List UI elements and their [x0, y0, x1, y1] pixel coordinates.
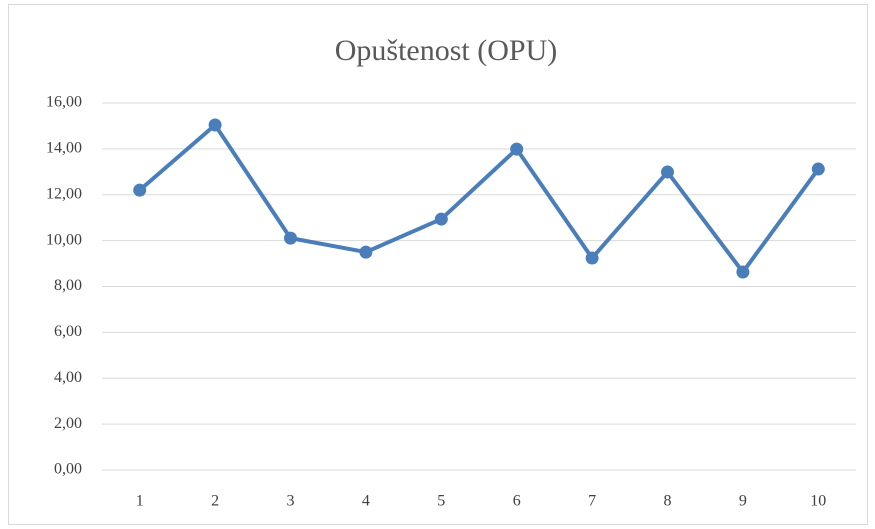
data-point — [434, 212, 448, 226]
data-point — [585, 251, 599, 265]
data-point — [811, 162, 825, 176]
x-tick-label: 2 — [211, 493, 219, 510]
data-point — [359, 245, 373, 259]
data-point — [133, 183, 147, 197]
x-tick-label: 6 — [513, 493, 521, 510]
y-tick-label: 0,00 — [54, 461, 82, 478]
y-tick-label: 6,00 — [54, 323, 82, 340]
chart-title: Opuštenost (OPU) — [335, 34, 558, 67]
y-tick-label: 4,00 — [54, 369, 82, 386]
data-point — [736, 265, 750, 279]
y-tick-label: 16,00 — [46, 94, 82, 111]
data-point — [510, 142, 524, 156]
x-tick-label: 5 — [437, 493, 445, 510]
data-point — [661, 165, 674, 179]
x-tick-label: 7 — [588, 493, 596, 510]
y-tick-label: 14,00 — [46, 140, 82, 157]
data-point — [284, 231, 297, 245]
y-tick-label: 8,00 — [54, 277, 82, 294]
y-tick-label: 12,00 — [46, 185, 82, 202]
x-tick-label: 3 — [287, 493, 295, 510]
series-line — [138, 123, 820, 275]
x-tick-label: 10 — [810, 493, 826, 510]
chart-border — [8, 4, 868, 525]
data-point — [208, 118, 222, 132]
x-tick-label: 8 — [664, 493, 672, 510]
y-tick-label: 2,00 — [54, 415, 82, 432]
x-tick-label: 4 — [362, 493, 370, 510]
x-tick-label: 1 — [136, 493, 144, 510]
x-tick-label: 9 — [739, 493, 747, 510]
y-tick-label: 10,00 — [46, 231, 82, 248]
